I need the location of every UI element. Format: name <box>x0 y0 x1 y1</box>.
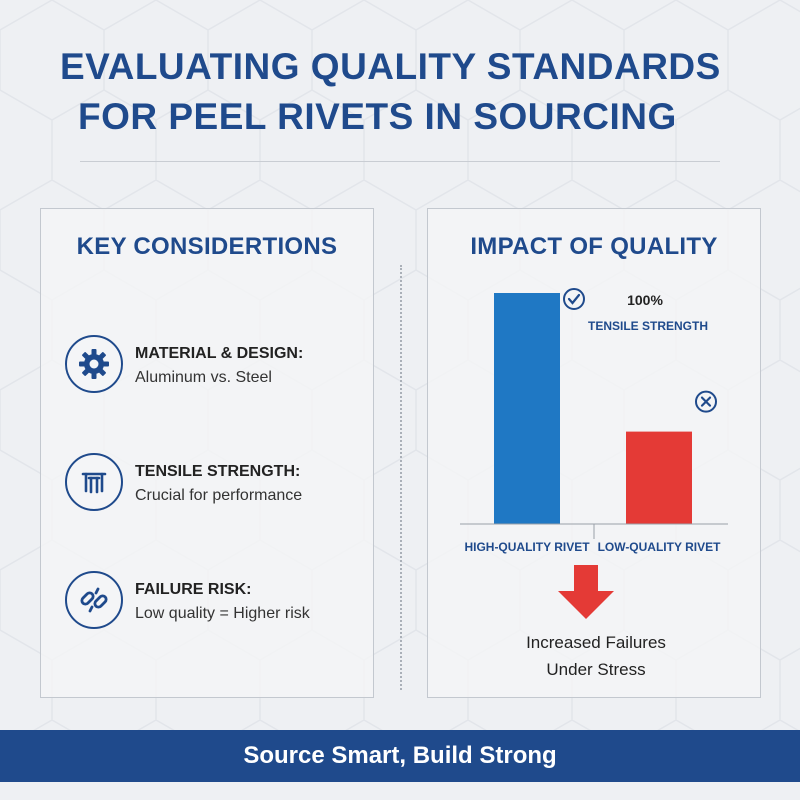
item-description: Crucial for performance <box>135 487 303 504</box>
bar-high-quality <box>494 293 560 524</box>
failure-line-2: Under Stress <box>546 660 645 679</box>
item-label: FAILURE RISK: <box>135 581 252 598</box>
key-considerations-heading: KEY CONSIDERTIONS <box>76 233 338 260</box>
impact-of-quality-panel: IMPACT OF QUALITY HIGH-QUALITY RIVET LOW-… <box>427 208 761 698</box>
bar-low-quality <box>626 431 692 524</box>
title-line-1: EVALUATING QUALITY STANDARDS <box>60 46 721 87</box>
cross-icon <box>695 390 717 413</box>
strength-percent-note: 100% <box>627 292 663 308</box>
title-divider <box>80 161 720 162</box>
panel-divider <box>400 265 402 690</box>
quality-bar-chart: HIGH-QUALITY RIVET LOW-QUALITY RIVET 100%… <box>460 288 728 679</box>
consideration-material-design: MATERIAL & DESIGN: Aluminum vs. Steel <box>65 335 365 405</box>
title-line-2: FOR PEEL RIVETS IN SOURCING <box>78 96 677 137</box>
consideration-failure-risk: FAILURE RISK: Low quality = Higher risk <box>65 571 365 641</box>
item-label: TENSILE STRENGTH: <box>135 463 301 480</box>
consideration-tensile-strength: TENSILE STRENGTH: Crucial for performanc… <box>65 453 365 523</box>
item-description: Low quality = Higher risk <box>135 605 310 622</box>
item-description: Aluminum vs. Steel <box>135 369 272 386</box>
down-arrow-icon <box>558 565 614 619</box>
item-label: MATERIAL & DESIGN: <box>135 345 304 362</box>
tensile-strength-note: TENSILE STRENGTH <box>588 319 708 333</box>
category-label: HIGH-QUALITY RIVET <box>464 540 590 554</box>
page-title: EVALUATING QUALITY STANDARDS FOR PEEL RI… <box>60 42 740 142</box>
broken-chain-icon <box>65 571 123 629</box>
category-label: LOW-QUALITY RIVET <box>598 540 722 554</box>
failure-line-1: Increased Failures <box>526 633 666 652</box>
footer-bottom-strip <box>0 782 800 800</box>
footer-banner: Source Smart, Build Strong <box>0 730 800 782</box>
tensile-test-icon <box>65 453 123 511</box>
gear-icon <box>65 335 123 393</box>
check-icon <box>563 288 585 310</box>
footer-slogan: Source Smart, Build Strong <box>243 742 557 769</box>
impact-of-quality-heading: IMPACT OF QUALITY <box>470 233 718 260</box>
key-considerations-panel: KEY CONSIDERTIONS MATERIAL & DESIGN: A <box>40 208 374 698</box>
